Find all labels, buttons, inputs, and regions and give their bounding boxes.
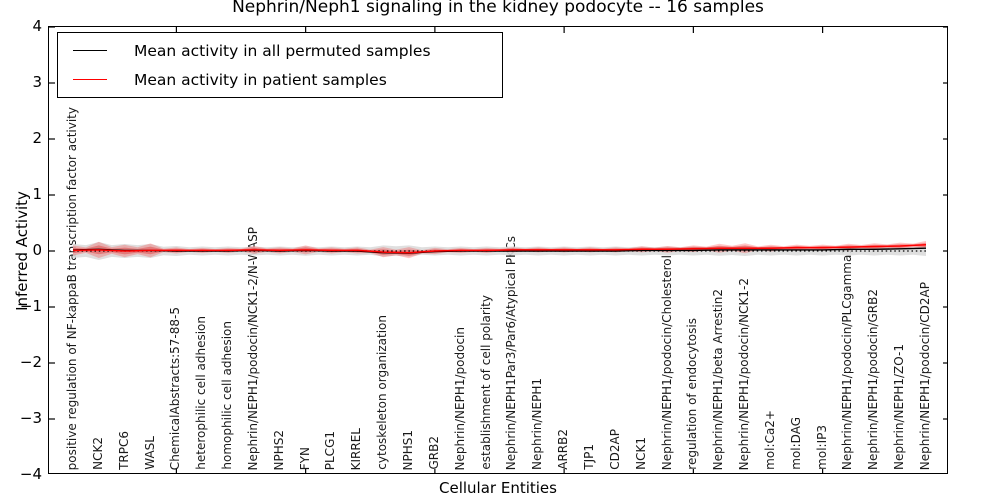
permuted-line-swatch: [73, 50, 107, 51]
y-tick-label: −4: [19, 465, 42, 483]
legend-item-permuted: Mean activity in all permuted samples: [58, 40, 502, 62]
x-axis-label: Cellular Entities: [439, 479, 557, 497]
y-tick-label: 4: [32, 17, 42, 35]
legend-label-patient: Mean activity in patient samples: [134, 70, 387, 89]
y-tick-label: 0: [32, 241, 42, 259]
legend-label-permuted: Mean activity in all permuted samples: [134, 41, 431, 60]
y-tick-label: 1: [32, 185, 42, 203]
chart-title: Nephrin/Neph1 signaling in the kidney po…: [232, 0, 764, 17]
y-tick-label: −3: [19, 409, 42, 427]
chart-canvas: [49, 27, 947, 473]
patient-mean-line: [72, 244, 927, 254]
patient-line-swatch: [73, 79, 107, 80]
y-tick-label: 2: [32, 129, 42, 147]
y-tick-label: 3: [32, 73, 42, 91]
y-tick-label: −2: [19, 353, 42, 371]
legend: Mean activity in all permuted samples Me…: [57, 32, 503, 98]
y-tick-label: −1: [19, 297, 42, 315]
plot-area: positive regulation of NF-kappaB transcr…: [48, 26, 948, 474]
legend-item-patient: Mean activity in patient samples: [58, 69, 502, 91]
